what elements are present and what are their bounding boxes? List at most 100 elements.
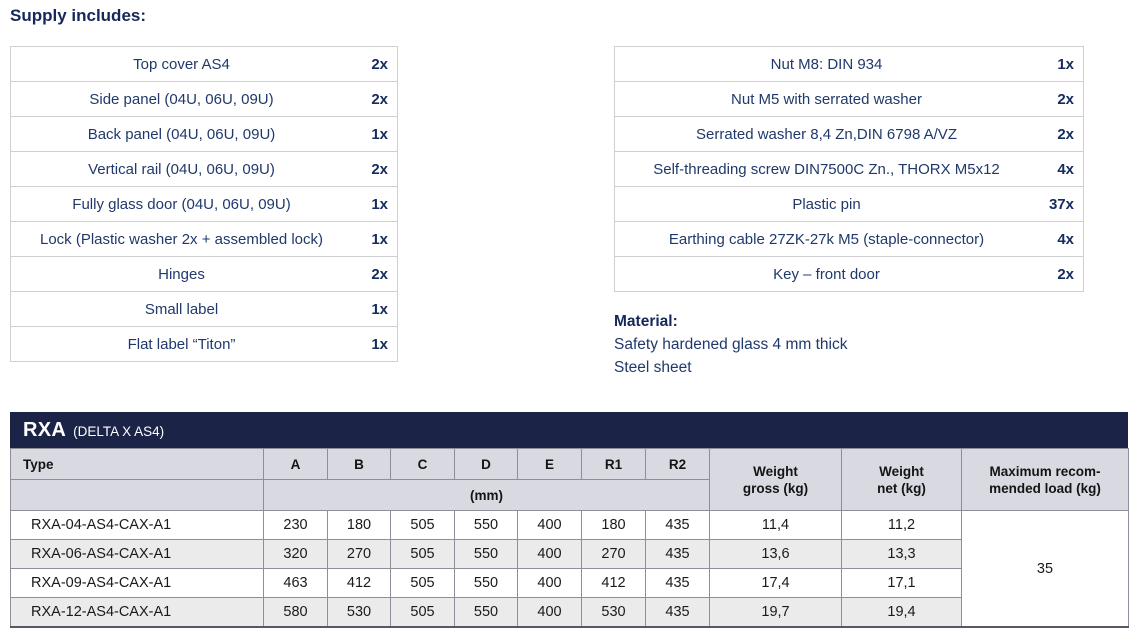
header-line: gross (kg) <box>742 480 809 496</box>
supply-row: Nut M5 with serrated washer 2x <box>615 82 1083 117</box>
material-heading: Material: <box>614 313 678 330</box>
col-header-b: B <box>327 448 391 480</box>
supply-row: Fully glass door (04U, 06U, 09U) 1x <box>11 187 397 222</box>
dim-cell: 550 <box>454 510 518 540</box>
weight-gross-cell: 17,4 <box>709 568 842 598</box>
supply-item-label: Plastic pin <box>792 195 861 213</box>
col-header-type: Type <box>10 448 264 480</box>
dim-cell: 505 <box>390 539 455 569</box>
supply-item-qty: 2x <box>371 265 388 283</box>
dim-cell: 550 <box>454 597 518 628</box>
type-cell: RXA-06-AS4-CAX-A1 <box>10 539 264 569</box>
dim-cell: 412 <box>327 568 391 598</box>
rxa-title: RXA <box>23 418 67 441</box>
supply-item-label: Flat label “Titon” <box>127 335 236 353</box>
weight-net-cell: 17,1 <box>841 568 962 598</box>
col-header-r1: R1 <box>581 448 646 480</box>
dim-cell: 180 <box>581 510 646 540</box>
page-title: Supply includes: <box>10 6 147 25</box>
rxa-titlebar: RXA (DELTA X AS4) <box>10 412 1128 448</box>
supply-item-label: Nut M5 with serrated washer <box>731 90 922 108</box>
weight-gross-cell: 11,4 <box>709 510 842 540</box>
weight-gross-cell: 13,6 <box>709 539 842 569</box>
supply-item-qty: 2x <box>371 90 388 108</box>
supply-row: Key – front door 2x <box>615 257 1083 291</box>
col-header-max-load: Maximum recom- mended load (kg) <box>961 448 1129 511</box>
header-line: Weight <box>753 463 798 479</box>
dim-cell: 550 <box>454 568 518 598</box>
supply-item-label: Lock (Plastic washer 2x + assembled lock… <box>39 230 324 248</box>
col-header-weight-gross: Weight gross (kg) <box>709 448 842 511</box>
weight-net-cell: 11,2 <box>841 510 962 540</box>
supply-row: Hinges 2x <box>11 257 397 292</box>
type-cell: RXA-04-AS4-CAX-A1 <box>10 510 264 540</box>
supply-item-qty: 4x <box>1057 160 1074 178</box>
dim-cell: 400 <box>517 568 582 598</box>
supply-item-label: Top cover AS4 <box>133 55 230 73</box>
supply-item-label: Side panel (04U, 06U, 09U) <box>89 90 274 108</box>
supply-row: Nut M8: DIN 934 1x <box>615 47 1083 82</box>
supply-row: Back panel (04U, 06U, 09U) 1x <box>11 117 397 152</box>
unit-row-empty-cell <box>10 479 264 511</box>
weight-net-cell: 13,3 <box>841 539 962 569</box>
dim-cell: 270 <box>327 539 391 569</box>
rxa-row: RXA-12-AS4-CAX-A1 580 530 505 550 400 53… <box>10 597 1129 628</box>
weight-net-cell: 19,4 <box>841 597 962 628</box>
supply-row: Lock (Plastic washer 2x + assembled lock… <box>11 222 397 257</box>
dim-cell: 530 <box>581 597 646 628</box>
supply-item-label: Earthing cable 27ZK-27k M5 (staple-conne… <box>668 230 985 248</box>
rxa-subtitle: (DELTA X AS4) <box>73 423 165 439</box>
supply-item-label: Back panel (04U, 06U, 09U) <box>87 125 276 143</box>
col-header-a: A <box>263 448 328 480</box>
supply-row: Vertical rail (04U, 06U, 09U) 2x <box>11 152 397 187</box>
header-line: mended load (kg) <box>989 480 1101 496</box>
supply-table-left: Top cover AS4 2x Side panel (04U, 06U, 0… <box>10 46 398 362</box>
unit-label: (mm) <box>263 479 710 511</box>
dim-cell: 550 <box>454 539 518 569</box>
supply-item-label: Hinges <box>158 265 205 283</box>
supply-item-qty: 2x <box>371 160 388 178</box>
dim-cell: 435 <box>645 568 710 598</box>
supply-row: Small label 1x <box>11 292 397 327</box>
dim-cell: 463 <box>263 568 328 598</box>
col-header-e: E <box>517 448 582 480</box>
rxa-spec-table: RXA (DELTA X AS4) Type A B C D E R1 R2 W… <box>10 412 1129 628</box>
supply-table-right: Nut M8: DIN 934 1x Nut M5 with serrated … <box>614 46 1084 292</box>
supply-row: Flat label “Titon” 1x <box>11 327 397 361</box>
supply-row: Self-threading screw DIN7500C Zn., THORX… <box>615 152 1083 187</box>
rxa-row: RXA-09-AS4-CAX-A1 463 412 505 550 400 41… <box>10 568 1129 598</box>
supply-item-label: Small label <box>144 300 219 318</box>
supply-row: Side panel (04U, 06U, 09U) 2x <box>11 82 397 117</box>
supply-row: Serrated washer 8,4 Zn,DIN 6798 A/VZ 2x <box>615 117 1083 152</box>
material-line: Safety hardened glass 4 mm thick <box>614 336 848 353</box>
supply-item-label: Vertical rail (04U, 06U, 09U) <box>88 160 275 178</box>
dim-cell: 412 <box>581 568 646 598</box>
supply-item-label: Serrated washer 8,4 Zn,DIN 6798 A/VZ <box>696 125 957 143</box>
dim-cell: 400 <box>517 510 582 540</box>
weight-gross-cell: 19,7 <box>709 597 842 628</box>
col-header-r2: R2 <box>645 448 710 480</box>
supply-item-qty: 2x <box>1057 90 1074 108</box>
dim-cell: 270 <box>581 539 646 569</box>
dim-cell: 530 <box>327 597 391 628</box>
header-line: Maximum recom- <box>989 463 1101 479</box>
dim-cell: 400 <box>517 539 582 569</box>
dim-cell: 400 <box>517 597 582 628</box>
col-header-weight-net: Weight net (kg) <box>841 448 962 511</box>
rxa-grid: Type A B C D E R1 R2 Weight gross (kg) W… <box>10 448 1129 628</box>
header-line: Weight <box>879 463 924 479</box>
material-line: Steel sheet <box>614 359 692 376</box>
dim-cell: 505 <box>390 597 455 628</box>
max-load-cell: 35 <box>961 510 1129 628</box>
supply-item-qty: 1x <box>371 125 388 143</box>
supply-item-qty: 1x <box>371 195 388 213</box>
type-cell: RXA-09-AS4-CAX-A1 <box>10 568 264 598</box>
supply-item-label: Key – front door <box>773 265 880 283</box>
dim-cell: 505 <box>390 510 455 540</box>
supply-item-label: Fully glass door (04U, 06U, 09U) <box>72 195 291 213</box>
rxa-row: RXA-04-AS4-CAX-A1 230 180 505 550 400 18… <box>10 510 1129 628</box>
dim-cell: 505 <box>390 568 455 598</box>
type-cell: RXA-12-AS4-CAX-A1 <box>10 597 264 628</box>
dim-cell: 180 <box>327 510 391 540</box>
dim-cell: 435 <box>645 539 710 569</box>
